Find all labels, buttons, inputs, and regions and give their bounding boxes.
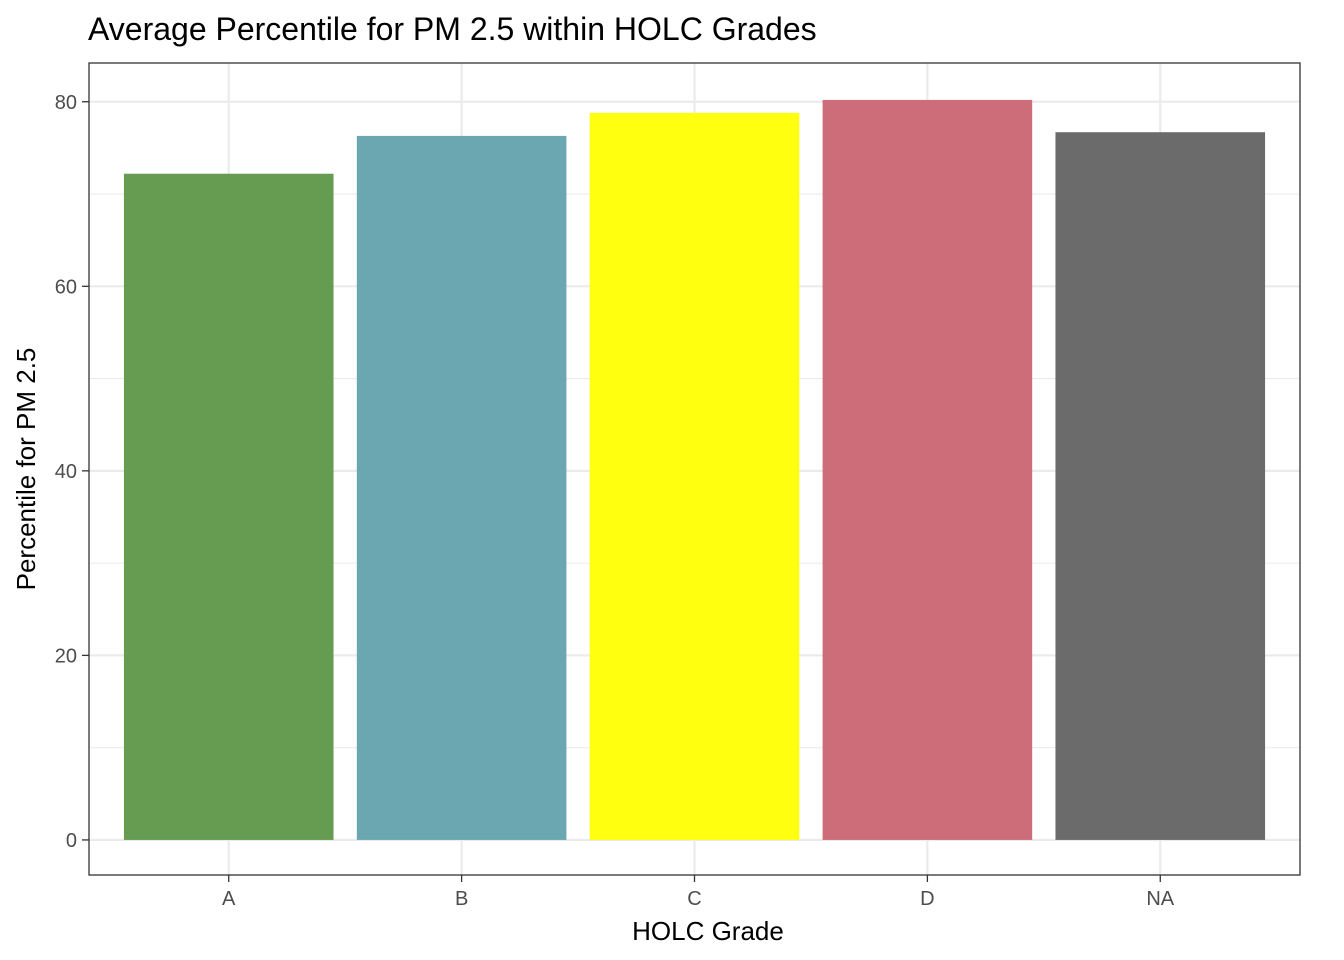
chart-title: Average Percentile for PM 2.5 within HOL…	[88, 11, 817, 47]
x-tick-label: A	[222, 888, 236, 910]
bar-c	[589, 112, 800, 840]
y-tick-label: 60	[55, 276, 77, 298]
bar-b	[356, 135, 567, 840]
x-axis: A B C D NA	[222, 875, 1175, 910]
y-axis-title: Percentile for PM 2.5	[11, 348, 41, 591]
y-axis: 0 20 40 60 80	[55, 92, 89, 852]
x-tick-label: NA	[1146, 888, 1174, 910]
bar-d	[822, 99, 1033, 840]
y-tick-label: 40	[55, 461, 77, 483]
x-tick-label: C	[687, 888, 701, 910]
bar-na	[1055, 132, 1266, 840]
y-tick-label: 20	[55, 645, 77, 667]
x-tick-label: B	[455, 888, 468, 910]
y-tick-label: 0	[66, 830, 77, 852]
bars	[123, 99, 1266, 840]
y-tick-label: 80	[55, 92, 77, 114]
x-axis-title: HOLC Grade	[632, 916, 784, 946]
x-tick-label: D	[920, 888, 934, 910]
bar-a	[123, 173, 334, 840]
